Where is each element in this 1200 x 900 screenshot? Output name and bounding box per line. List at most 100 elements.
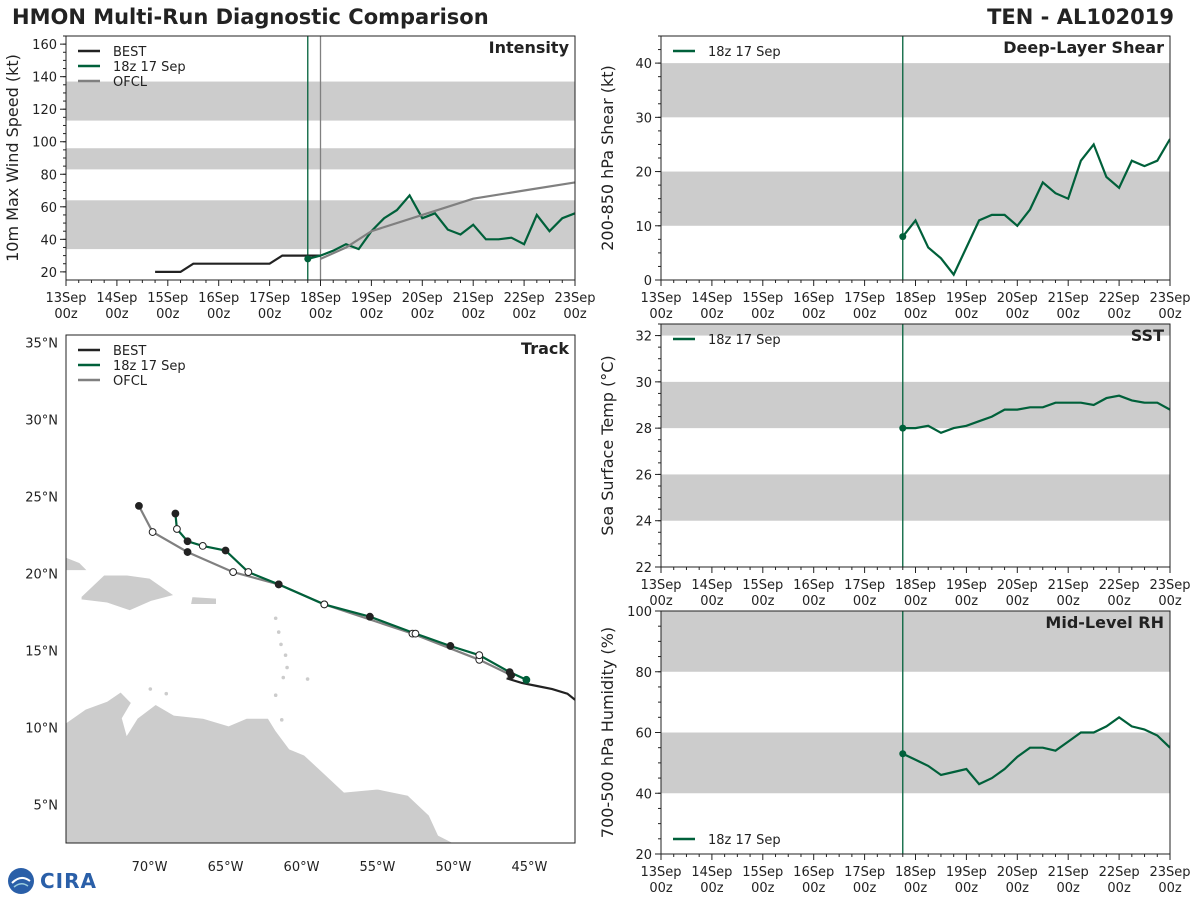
x-tick-label: 17Sep <box>844 865 885 880</box>
lat-tick-label: 35°N <box>25 337 58 352</box>
x-tick-label: 13Sep <box>640 291 681 306</box>
lon-tick-label: 60°W <box>284 860 320 875</box>
panel-intensity: 2040608010012014016013Sep00z14Sep00z15Se… <box>3 35 596 322</box>
track-point <box>505 668 514 677</box>
track-line-best <box>506 677 575 701</box>
legend-label: 18z 17 Sep <box>113 60 186 75</box>
plot-frame <box>65 334 576 844</box>
legend-label: BEST <box>113 344 146 359</box>
shaded-band <box>661 611 1170 672</box>
y-tick-label: 22 <box>635 561 652 576</box>
lat-tick-label: 30°N <box>25 414 58 429</box>
x-tick-label-time: 00z <box>751 594 775 609</box>
legend-label: OFCL <box>113 75 148 90</box>
x-tick-label: 17Sep <box>844 578 885 593</box>
island <box>282 652 289 658</box>
series-line-best <box>155 254 321 273</box>
x-tick-label-time: 00z <box>258 307 282 322</box>
x-tick-label-time: 00z <box>1057 307 1081 322</box>
x-tick-label: 18Sep <box>895 578 936 593</box>
lon-tick-label: 55°W <box>360 860 396 875</box>
x-tick-label-time: 00z <box>1158 881 1182 896</box>
lon-tick-label: 45°W <box>511 860 547 875</box>
x-tick-label: 23Sep <box>1149 578 1190 593</box>
y-tick-label: 24 <box>635 515 652 530</box>
series-start-point <box>899 233 907 241</box>
y-tick-label: 20 <box>635 848 652 863</box>
series-line-18z-17-sep <box>902 394 1170 435</box>
x-tick-label: 23Sep <box>1149 865 1190 880</box>
track-point <box>198 541 207 550</box>
x-tick-label: 22Sep <box>1099 291 1140 306</box>
y-tick-label: 30 <box>635 111 652 126</box>
y-axis-label: 10m Max Wind Speed (kt) <box>3 54 22 262</box>
x-tick-label: 21Sep <box>1048 578 1089 593</box>
legend-label: 18z 17 Sep <box>708 833 781 848</box>
x-tick-label: 21Sep <box>1048 291 1089 306</box>
south-america-land <box>66 691 454 843</box>
x-tick-label-time: 00z <box>700 307 724 322</box>
x-tick-label-time: 00z <box>955 594 979 609</box>
y-tick-label: 20 <box>635 166 652 181</box>
x-tick-label-time: 00z <box>904 881 928 896</box>
x-tick-label: 13Sep <box>640 578 681 593</box>
track-point <box>446 642 455 650</box>
y-tick-label: 40 <box>635 787 652 802</box>
x-tick-label-time: 00z <box>700 881 724 896</box>
x-tick-label-time: 00z <box>563 307 587 322</box>
x-tick-label-time: 00z <box>1158 307 1182 322</box>
x-tick-label-time: 00z <box>649 307 673 322</box>
x-tick-label-time: 00z <box>853 594 877 609</box>
x-tick-label: 15Sep <box>742 865 783 880</box>
island <box>163 691 169 697</box>
x-tick-label: 16Sep <box>793 291 834 306</box>
x-tick-label-time: 00z <box>802 881 826 896</box>
hispaniola-land <box>80 574 175 612</box>
x-tick-label: 14Sep <box>96 291 137 306</box>
track-point <box>183 548 192 556</box>
x-tick-label-time: 00z <box>1158 594 1182 609</box>
x-tick-label-time: 00z <box>512 307 536 322</box>
panel-title: Mid-Level RH <box>1045 613 1164 632</box>
x-tick-label: 22Sep <box>1099 865 1140 880</box>
x-tick-label: 20Sep <box>997 865 1038 880</box>
panel-shear: 01020304013Sep00z14Sep00z15Sep00z16Sep00… <box>598 35 1191 322</box>
y-tick-label: 28 <box>635 422 652 437</box>
x-tick-label-time: 00z <box>700 594 724 609</box>
x-tick-label: 21Sep <box>1048 865 1089 880</box>
island <box>280 674 286 681</box>
y-tick-label: 40 <box>635 57 652 72</box>
lon-tick-label: 50°W <box>435 860 471 875</box>
track-point <box>221 546 230 555</box>
y-tick-label: 60 <box>40 201 57 216</box>
lon-tick-label: 70°W <box>132 860 168 875</box>
x-tick-label: 22Sep <box>504 291 545 306</box>
legend-label: OFCL <box>113 374 148 389</box>
island <box>279 717 285 723</box>
x-tick-label: 19Sep <box>946 865 987 880</box>
x-tick-label-time: 00z <box>1006 881 1030 896</box>
x-tick-label-time: 00z <box>955 881 979 896</box>
series-start-point <box>899 750 907 758</box>
cira-logo-text: CIRA <box>40 869 97 893</box>
panel-track: 70°W 65°W 60°W 55°W 50°W 45°W 5°N 10°N 15°N 20°N 2… <box>25 334 576 875</box>
x-tick-label: 21Sep <box>453 291 494 306</box>
x-tick-label-time: 00z <box>1107 594 1131 609</box>
island <box>147 686 153 692</box>
track-point <box>148 528 157 536</box>
x-tick-label: 15Sep <box>147 291 188 306</box>
x-tick-label-time: 00z <box>802 307 826 322</box>
shaded-band <box>661 63 1170 118</box>
track-line-18z-17-sep <box>174 513 527 681</box>
cira-globe-icon <box>8 868 34 894</box>
track-point <box>183 537 192 546</box>
lat-tick-label: 15°N <box>25 645 58 660</box>
x-tick-label: 19Sep <box>946 291 987 306</box>
x-tick-label: 16Sep <box>793 865 834 880</box>
island <box>273 615 279 621</box>
series-line-ofcl <box>320 181 575 260</box>
track-point <box>135 501 143 510</box>
x-tick-label-time: 00z <box>853 307 877 322</box>
panel-title: Track <box>521 339 569 358</box>
y-tick-label: 26 <box>635 468 652 483</box>
